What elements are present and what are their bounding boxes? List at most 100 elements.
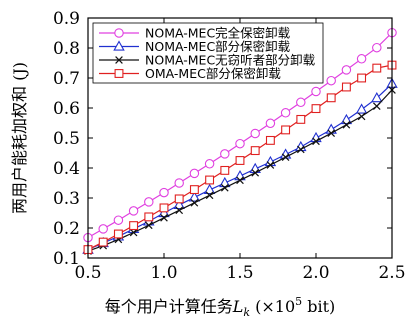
x-axis-title-unit-exp: 5: [295, 295, 302, 308]
data-point: [342, 120, 351, 129]
legend-swatch-marker: [113, 40, 125, 51]
y-tick-label: 0.2: [53, 219, 80, 239]
legend-swatch-marker: [114, 28, 124, 38]
legend-entry: NOMA-MEC无窃听者部分卸载: [99, 53, 316, 68]
data-point: [236, 176, 244, 185]
data-point: [341, 65, 352, 75]
data-point: [341, 82, 351, 92]
data-point: [205, 191, 214, 200]
data-point: [296, 114, 306, 124]
data-point-stroke-b: [266, 161, 275, 169]
data-point: [159, 187, 169, 198]
data-point-stroke-b: [251, 168, 260, 177]
data-point: [205, 175, 215, 185]
data-point: [144, 212, 154, 222]
data-point: [235, 138, 245, 149]
y-tick-label: 0.4: [53, 159, 80, 179]
data-point: [312, 137, 320, 146]
data-point: [235, 156, 245, 165]
data-point: [310, 131, 322, 143]
data-point: [372, 63, 382, 73]
data-point: [327, 129, 336, 138]
data-point: [326, 75, 336, 86]
data-point: [175, 206, 184, 215]
legend: NOMA-MEC完全保密卸载NOMA-MEC部分保密卸载NOMA-MEC无窃听者…: [92, 22, 324, 84]
data-point-stroke-b: [357, 112, 366, 121]
data-point: [355, 103, 368, 114]
data-point: [173, 198, 185, 210]
legend-entry: OMA-MEC部分保密卸载: [99, 66, 281, 81]
data-point: [356, 54, 367, 64]
data-point: [204, 159, 215, 169]
data-point: [372, 102, 381, 111]
data-point-stroke-b: [144, 221, 153, 230]
y-tick-label: 0.6: [53, 99, 80, 119]
data-point: [98, 224, 108, 234]
data-point: [113, 229, 123, 239]
data-point: [250, 128, 260, 139]
data-point: [265, 118, 276, 129]
data-point-stroke-b: [372, 102, 381, 111]
series-3: [83, 60, 397, 255]
data-point: [296, 97, 306, 108]
data-point: [220, 165, 230, 175]
data-point: [98, 237, 108, 247]
data-point: [251, 168, 260, 177]
y-tick-label: 0.5: [53, 129, 80, 149]
y-tick-label: 0.3: [53, 189, 80, 209]
data-point: [250, 146, 260, 156]
data-point: [326, 93, 336, 103]
data-point-stroke-b: [220, 183, 229, 192]
legend-swatch-marker-stroke-b: [115, 56, 123, 64]
legend-label: NOMA-MEC部分保密卸载: [145, 39, 291, 54]
legend-swatch-marker: [114, 69, 124, 78]
data-point: [372, 42, 382, 53]
data-point: [129, 221, 139, 231]
legend-swatch-marker: [115, 56, 123, 64]
legend-label: NOMA-MEC无窃听者部分卸载: [145, 53, 316, 68]
data-point: [280, 108, 291, 118]
data-point: [160, 213, 168, 222]
data-point: [371, 91, 383, 103]
data-point-stroke-b: [175, 206, 184, 215]
legend-label: NOMA-MEC完全保密卸载: [145, 26, 291, 41]
data-point: [219, 176, 231, 188]
x-axis-title-unit-open: (×10: [250, 297, 295, 316]
data-point-stroke-b: [296, 145, 305, 154]
data-point: [340, 113, 353, 125]
data-point: [357, 73, 367, 83]
x-tick-label: 2.0: [302, 263, 329, 283]
data-point: [203, 183, 216, 195]
data-point: [189, 185, 199, 195]
data-point: [159, 203, 169, 213]
y-tick-label: 0.9: [53, 9, 80, 29]
data-point: [128, 206, 139, 216]
data-point: [265, 135, 275, 145]
x-axis-title-prefix: 每个用户计算任务: [105, 297, 233, 316]
x-axis-title-var: L: [232, 297, 244, 316]
data-point-stroke-b: [312, 137, 320, 146]
data-point: [281, 153, 290, 162]
data-point: [190, 198, 199, 207]
data-point-stroke-b: [160, 213, 168, 222]
data-point: [311, 104, 321, 114]
x-tick-label: 1.5: [226, 263, 253, 283]
x-axis-title-unit-close: bit): [302, 297, 335, 316]
data-point: [220, 149, 230, 159]
data-point-stroke-b: [327, 129, 336, 138]
x-tick-label: 1.0: [150, 263, 177, 283]
data-point: [220, 183, 229, 192]
axes-layer: 0.5 1.0 1.5 2.0 2.5 0.1 0.2 0.3 0.4 0.5 0.6 0.7 0.8 0…: [53, 9, 406, 283]
legend-entry: NOMA-MEC完全保密卸载: [99, 26, 291, 41]
data-point-stroke-b: [236, 176, 244, 185]
x-tick-label: 2.5: [378, 263, 405, 283]
data-point: [266, 161, 275, 169]
legend-entry: NOMA-MEC部分保密卸载: [99, 39, 291, 54]
series-0: [83, 27, 397, 243]
data-point: [357, 112, 366, 121]
data-point-stroke-b: [342, 120, 351, 129]
data-point-stroke-b: [205, 191, 214, 200]
data-point: [174, 194, 184, 204]
